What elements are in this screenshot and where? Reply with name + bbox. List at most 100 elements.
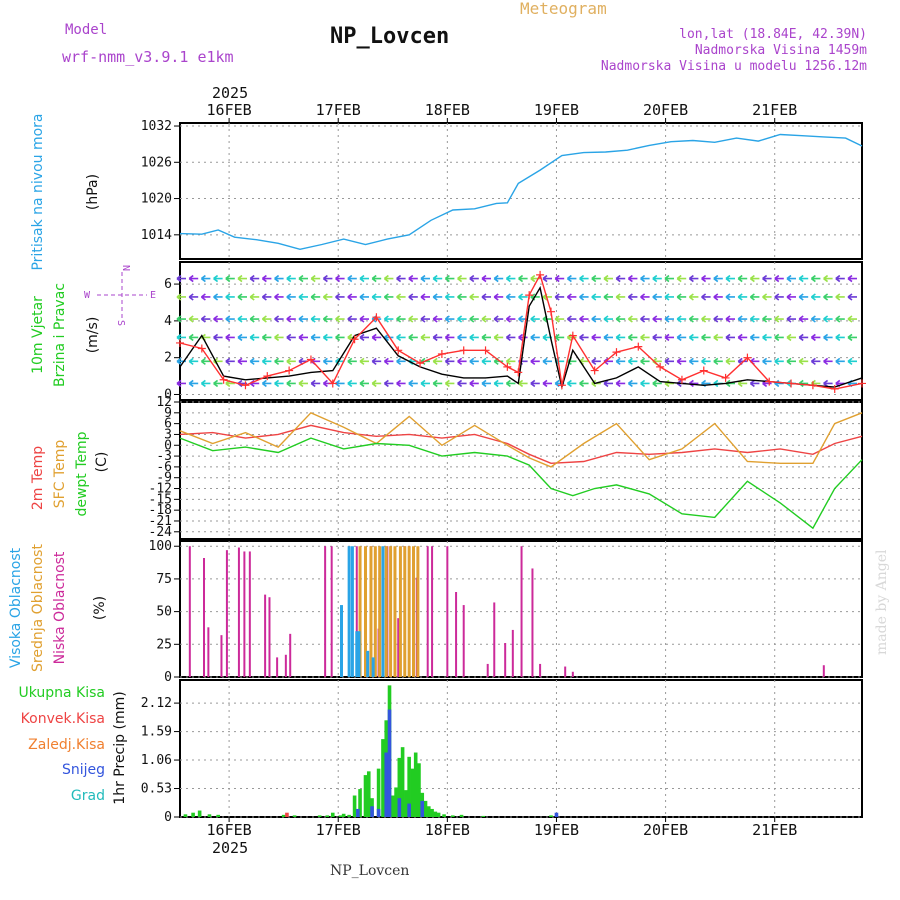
wind-arrow	[188, 315, 199, 323]
wind-arrow	[359, 315, 369, 323]
wind-arrow	[505, 315, 516, 323]
wind-arrow	[371, 274, 382, 283]
bar	[430, 808, 434, 817]
bar	[330, 546, 333, 677]
wind-arrow	[493, 293, 504, 301]
wind-arrow	[835, 357, 845, 365]
bar	[248, 551, 251, 677]
wind-arrow	[261, 315, 272, 323]
wind-arrow	[457, 379, 467, 388]
wind-arrow	[627, 379, 638, 388]
wind-arrow	[676, 293, 687, 301]
y-tick-label: -6	[156, 460, 172, 475]
wind-arrow	[810, 333, 821, 342]
wind-arrow	[237, 357, 247, 365]
wind-arrow	[213, 379, 223, 388]
y-tick-label: 25	[156, 637, 172, 652]
wind-arrow	[835, 315, 845, 323]
bar	[420, 800, 425, 817]
wind-arrow	[774, 333, 784, 342]
legend-conv-rain: Konvek.Kisa	[21, 711, 105, 727]
panel-frame	[179, 679, 863, 818]
bar	[403, 546, 407, 677]
wind-arrow	[615, 333, 626, 342]
wind-arrow	[225, 357, 235, 365]
wind-arrow	[493, 333, 504, 342]
y-tick-label: -3	[156, 449, 172, 464]
wind-arrow	[225, 274, 235, 283]
bar	[389, 546, 393, 677]
bar	[225, 550, 228, 677]
wind-arrow	[603, 315, 613, 323]
wind-arrow	[420, 315, 430, 323]
compass-n: N	[120, 265, 131, 271]
legend-total-rain: Ukupna Kisa	[18, 685, 105, 701]
wind-arrow	[652, 274, 662, 283]
bar	[446, 546, 449, 677]
wind-arrow	[396, 333, 406, 342]
wind-arrow	[347, 357, 357, 365]
wind-arrow	[322, 333, 333, 342]
wind-arrow	[261, 274, 272, 283]
bar	[216, 814, 220, 817]
bar	[381, 546, 385, 677]
wind-arrow	[469, 357, 479, 365]
wind-arrow	[432, 333, 443, 342]
wind-arrow	[664, 274, 674, 283]
wind-arrow	[469, 315, 479, 323]
wind-arrow	[188, 274, 199, 283]
bar	[220, 635, 223, 677]
y-tick-label: -12	[149, 482, 172, 497]
wind-arrow	[676, 274, 687, 283]
wind-arrow	[469, 274, 479, 283]
footer-station: NP_Lovcen	[330, 863, 409, 879]
wind-arrow	[213, 333, 223, 342]
wind-obs-point	[503, 362, 512, 371]
wind-arrow	[225, 333, 235, 342]
wind-arrow	[566, 293, 577, 301]
wind-arrow	[274, 357, 284, 365]
bar	[366, 771, 371, 817]
wind-obs-point	[514, 368, 523, 377]
pressure-unit: (hPa)	[85, 174, 101, 210]
bar	[341, 813, 346, 817]
wind-arrow	[762, 357, 772, 365]
wind-arrow	[591, 274, 601, 283]
bar	[350, 546, 354, 677]
wind-arrow	[298, 315, 308, 323]
wind-arrow	[237, 274, 247, 283]
wind-arrow	[286, 357, 296, 365]
precip-label: 1hr Precip (mm)	[112, 691, 128, 804]
bar	[416, 546, 420, 677]
wind-obs-point	[263, 372, 272, 381]
wind-arrow	[261, 333, 272, 342]
wind-arrow	[566, 379, 577, 388]
wind-arrow	[505, 293, 516, 301]
wind-arrow	[725, 315, 735, 323]
bar	[549, 815, 553, 817]
wind-arrow	[286, 274, 296, 283]
wind-arrow	[371, 379, 382, 388]
bar	[366, 650, 370, 677]
wind-arrow	[432, 379, 443, 388]
wind-arrow	[274, 333, 284, 342]
bar	[412, 546, 416, 677]
wind-arrow	[725, 274, 735, 283]
wind-arrow	[481, 333, 491, 342]
wind-arrow	[237, 315, 247, 323]
wind-arrow	[713, 333, 723, 342]
bar	[400, 747, 405, 817]
bar	[398, 546, 402, 677]
bar	[397, 757, 402, 817]
y-tick-label: 1.59	[141, 725, 172, 740]
legend-freezing-rain: Zaledj.Kisa	[28, 737, 105, 753]
wind-arrow	[505, 357, 516, 365]
wind-arrow	[847, 357, 857, 365]
wind-arrow	[457, 293, 467, 301]
x-tick-label: 16FEB	[207, 821, 252, 839]
wind-arrow	[579, 379, 589, 388]
wind-arrow	[627, 274, 638, 283]
wind-arrow	[322, 357, 333, 365]
model-name: wrf-nmm_v3.9.1 e1km	[62, 48, 234, 66]
series-line	[179, 285, 863, 390]
